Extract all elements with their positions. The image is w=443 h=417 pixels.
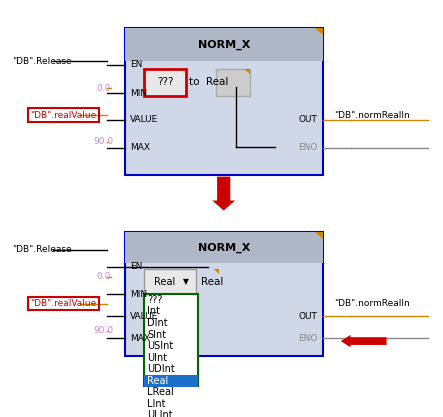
Text: ENO: ENO — [298, 334, 318, 343]
FancyBboxPatch shape — [124, 28, 323, 175]
Text: EN: EN — [130, 60, 142, 70]
Text: NORM_X: NORM_X — [198, 243, 250, 253]
Text: "DB".normRealIn: "DB".normRealIn — [334, 299, 409, 308]
Text: to  Real: to Real — [189, 78, 228, 88]
Text: DInt: DInt — [147, 318, 168, 328]
Text: OUT: OUT — [299, 116, 318, 124]
Text: "DB".realValue: "DB".realValue — [30, 111, 96, 120]
Text: "DB".Release: "DB".Release — [12, 245, 72, 254]
Text: Real: Real — [155, 277, 176, 287]
Text: LReal: LReal — [147, 387, 174, 397]
Text: SInt: SInt — [147, 329, 166, 339]
Text: MIN: MIN — [130, 289, 147, 299]
Text: UInt: UInt — [147, 353, 167, 363]
FancyBboxPatch shape — [124, 232, 323, 356]
Text: "DB".Release: "DB".Release — [12, 57, 72, 65]
Text: ENO: ENO — [298, 143, 318, 152]
Polygon shape — [315, 232, 323, 239]
Text: MAX: MAX — [130, 334, 150, 343]
Text: ???: ??? — [147, 295, 163, 305]
Text: "DB".normRealIn: "DB".normRealIn — [334, 111, 409, 120]
FancyBboxPatch shape — [216, 69, 250, 95]
FancyArrow shape — [212, 177, 235, 211]
Text: MIN: MIN — [130, 89, 147, 98]
FancyBboxPatch shape — [144, 269, 196, 294]
Text: 0.0: 0.0 — [96, 272, 110, 281]
FancyBboxPatch shape — [144, 375, 198, 387]
Text: NORM_X: NORM_X — [198, 39, 250, 50]
Text: 90.0: 90.0 — [94, 326, 114, 335]
Text: USInt: USInt — [147, 341, 173, 351]
Text: OUT: OUT — [299, 312, 318, 321]
Text: Real: Real — [201, 277, 224, 287]
Text: ULInt: ULInt — [147, 410, 173, 417]
Text: VALUE: VALUE — [130, 312, 158, 321]
Text: 90.0: 90.0 — [94, 138, 114, 146]
FancyBboxPatch shape — [144, 294, 198, 417]
FancyBboxPatch shape — [124, 28, 323, 60]
Text: UDInt: UDInt — [147, 364, 175, 374]
Text: VALUE: VALUE — [130, 116, 158, 124]
Text: MAX: MAX — [130, 143, 150, 152]
Text: Real: Real — [147, 376, 168, 386]
Text: Int: Int — [147, 306, 160, 317]
Polygon shape — [315, 28, 323, 35]
Polygon shape — [245, 69, 250, 74]
Polygon shape — [214, 269, 219, 274]
FancyBboxPatch shape — [144, 69, 186, 95]
Text: "DB".realValue: "DB".realValue — [30, 299, 96, 308]
Text: ???: ??? — [157, 78, 174, 88]
FancyBboxPatch shape — [124, 232, 323, 263]
Text: 0.0: 0.0 — [96, 83, 110, 93]
FancyArrow shape — [341, 335, 387, 347]
Text: ▼: ▼ — [183, 277, 189, 286]
Text: EN: EN — [130, 262, 142, 271]
Text: LInt: LInt — [147, 399, 166, 409]
